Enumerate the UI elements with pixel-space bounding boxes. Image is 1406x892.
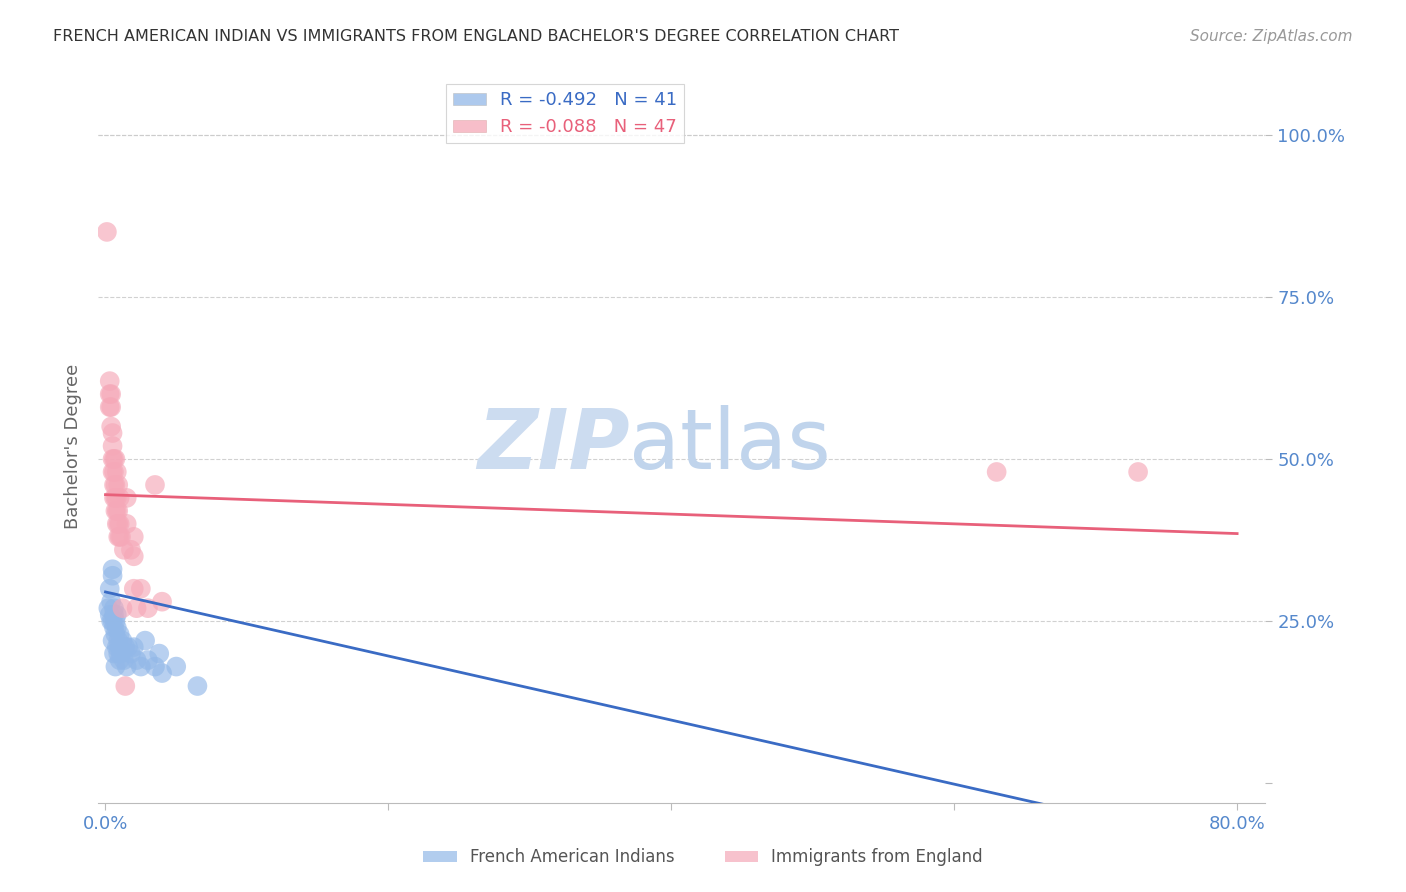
Point bbox=[148, 647, 170, 661]
Point bbox=[108, 653, 131, 667]
Point bbox=[108, 627, 131, 641]
Point bbox=[104, 659, 127, 673]
Point bbox=[101, 425, 124, 440]
Text: Source: ZipAtlas.com: Source: ZipAtlas.com bbox=[1189, 29, 1353, 44]
Point bbox=[105, 504, 128, 518]
Point bbox=[150, 666, 173, 681]
Text: ZIP: ZIP bbox=[477, 406, 630, 486]
Point bbox=[107, 633, 129, 648]
Point bbox=[129, 582, 152, 596]
Text: FRENCH AMERICAN INDIAN VS IMMIGRANTS FROM ENGLAND BACHELOR'S DEGREE CORRELATION : FRENCH AMERICAN INDIAN VS IMMIGRANTS FRO… bbox=[53, 29, 900, 44]
Point bbox=[100, 614, 122, 628]
Point bbox=[107, 478, 129, 492]
Point bbox=[104, 614, 127, 628]
Point bbox=[111, 633, 134, 648]
Legend: French American Indians, Immigrants from England: French American Indians, Immigrants from… bbox=[416, 842, 990, 873]
Point bbox=[101, 452, 124, 467]
Point bbox=[98, 374, 121, 388]
Point bbox=[107, 516, 129, 531]
Point bbox=[143, 659, 166, 673]
Point bbox=[122, 640, 145, 654]
Point bbox=[104, 478, 127, 492]
Point bbox=[101, 568, 124, 582]
Point bbox=[105, 607, 128, 622]
Point bbox=[1126, 465, 1149, 479]
Point bbox=[104, 491, 127, 505]
Point bbox=[122, 549, 145, 564]
Point bbox=[98, 582, 121, 596]
Point bbox=[115, 491, 138, 505]
Point bbox=[120, 647, 142, 661]
Point bbox=[98, 387, 121, 401]
Point bbox=[129, 659, 152, 673]
Point bbox=[108, 640, 131, 654]
Point bbox=[136, 653, 159, 667]
Point bbox=[104, 452, 127, 467]
Point bbox=[100, 400, 122, 414]
Point bbox=[110, 530, 132, 544]
Point bbox=[111, 601, 134, 615]
Point bbox=[108, 530, 131, 544]
Point bbox=[150, 595, 173, 609]
Point bbox=[112, 653, 135, 667]
Point bbox=[103, 491, 125, 505]
Point bbox=[103, 465, 125, 479]
Point bbox=[105, 491, 128, 505]
Point bbox=[105, 621, 128, 635]
Point bbox=[101, 465, 124, 479]
Point bbox=[103, 452, 125, 467]
Point bbox=[101, 633, 124, 648]
Point bbox=[104, 504, 127, 518]
Point bbox=[98, 607, 121, 622]
Point bbox=[986, 465, 1008, 479]
Point bbox=[103, 607, 125, 622]
Point bbox=[114, 679, 136, 693]
Point bbox=[103, 601, 125, 615]
Point bbox=[143, 478, 166, 492]
Point bbox=[165, 659, 187, 673]
Point bbox=[115, 516, 138, 531]
Point bbox=[107, 504, 129, 518]
Point bbox=[108, 491, 131, 505]
Point bbox=[105, 465, 128, 479]
Point bbox=[105, 640, 128, 654]
Point bbox=[112, 542, 135, 557]
Point bbox=[125, 653, 148, 667]
Point bbox=[136, 601, 159, 615]
Point bbox=[108, 516, 131, 531]
Point bbox=[104, 627, 127, 641]
Point bbox=[107, 647, 129, 661]
Point bbox=[122, 530, 145, 544]
Legend: R = -0.492   N = 41, R = -0.088   N = 47: R = -0.492 N = 41, R = -0.088 N = 47 bbox=[446, 84, 685, 144]
Point bbox=[114, 640, 136, 654]
Point bbox=[117, 640, 139, 654]
Point bbox=[103, 478, 125, 492]
Point bbox=[101, 439, 124, 453]
Point bbox=[96, 225, 118, 239]
Point bbox=[186, 679, 208, 693]
Point bbox=[103, 647, 125, 661]
Text: atlas: atlas bbox=[630, 406, 831, 486]
Point bbox=[107, 530, 129, 544]
Point bbox=[110, 647, 132, 661]
Point bbox=[97, 601, 120, 615]
Point bbox=[125, 601, 148, 615]
Point bbox=[115, 659, 138, 673]
Point bbox=[100, 419, 122, 434]
Y-axis label: Bachelor's Degree: Bachelor's Degree bbox=[63, 363, 82, 529]
Point bbox=[100, 595, 122, 609]
Point bbox=[120, 542, 142, 557]
Point bbox=[122, 582, 145, 596]
Point bbox=[134, 633, 156, 648]
Point bbox=[101, 614, 124, 628]
Point bbox=[100, 387, 122, 401]
Point bbox=[101, 562, 124, 576]
Point bbox=[98, 400, 121, 414]
Point bbox=[103, 621, 125, 635]
Point bbox=[105, 516, 128, 531]
